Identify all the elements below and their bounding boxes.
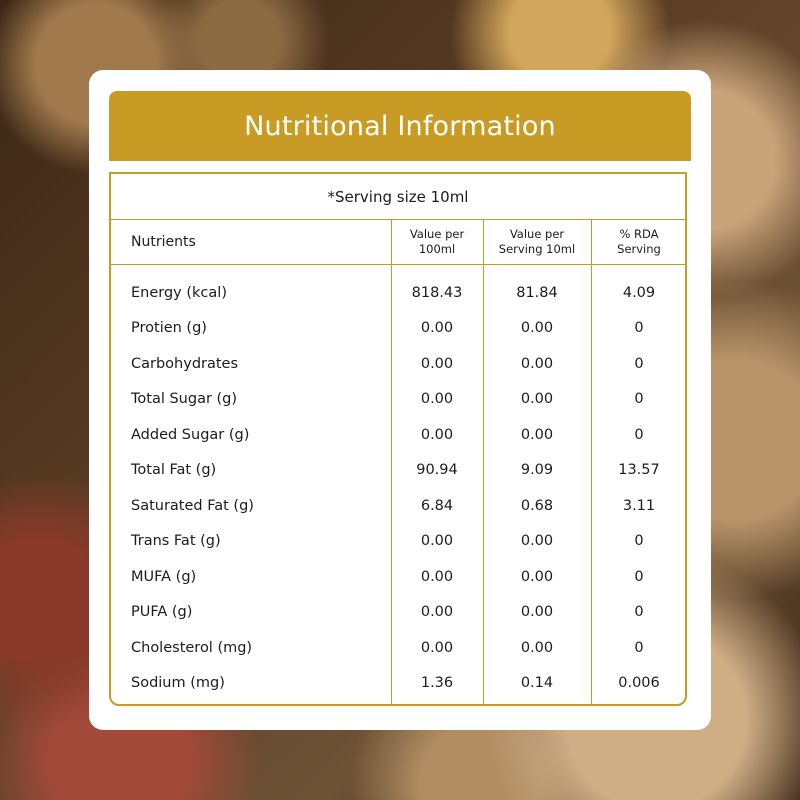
header-value-per-100ml: Value per 100ml [409, 227, 465, 256]
value-per-serving: 0.14 [520, 675, 554, 692]
rda-value: 0 [634, 391, 644, 408]
value-per-100ml: 6.84 [420, 497, 454, 514]
value-per-100ml: 90.94 [416, 462, 458, 479]
value-per-100ml: 0.00 [420, 320, 454, 337]
nutrient-name: Trans Fat (g) [131, 533, 221, 550]
value-per-serving: 0.00 [520, 426, 554, 443]
value-per-100ml: 0.00 [420, 639, 454, 656]
value-per-serving: 9.09 [520, 462, 554, 479]
table-row: Carbohydrates 0.00 0.00 0 [111, 346, 685, 382]
table-row: Protien (g) 0.00 0.00 0 [111, 311, 685, 347]
nutrition-card: Nutritional Information *Serving size 10… [89, 70, 711, 730]
rda-value: 0 [634, 426, 644, 443]
value-per-100ml: 0.00 [420, 604, 454, 621]
value-per-serving: 0.00 [520, 639, 554, 656]
value-per-serving: 0.00 [520, 604, 554, 621]
nutrient-name: Total Fat (g) [131, 462, 217, 479]
rda-value: 0.006 [618, 675, 660, 692]
table-row: MUFA (g) 0.00 0.00 0 [111, 559, 685, 595]
nutrient-name: Sodium (mg) [131, 675, 225, 692]
rda-value: 3.11 [622, 497, 656, 514]
nutrient-name: Energy (kcal) [131, 284, 227, 301]
table-row: PUFA (g) 0.00 0.00 0 [111, 595, 685, 631]
table-row: Cholesterol (mg) 0.00 0.00 0 [111, 630, 685, 666]
rda-value: 0 [634, 568, 644, 585]
table-header: Nutrients Value per 100ml Value per Serv… [111, 220, 685, 265]
table-row: Sodium (mg) 1.36 0.14 0.006 [111, 666, 685, 702]
value-per-100ml: 0.00 [420, 391, 454, 408]
value-per-serving: 0.00 [520, 355, 554, 372]
serving-size-note: *Serving size 10ml [111, 174, 685, 220]
column-divider [483, 220, 484, 705]
value-per-100ml: 0.00 [420, 355, 454, 372]
rda-value: 0 [634, 320, 644, 337]
table-row: Added Sugar (g) 0.00 0.00 0 [111, 417, 685, 453]
table-row: Energy (kcal) 818.43 81.84 4.09 [111, 275, 685, 311]
nutrition-table: *Serving size 10ml Nutrients Value per 1… [109, 172, 687, 706]
nutrient-name: MUFA (g) [131, 568, 197, 585]
nutrient-name: Protien (g) [131, 320, 207, 337]
value-per-100ml: 0.00 [420, 533, 454, 550]
rda-value: 0 [634, 355, 644, 372]
rda-value: 0 [634, 604, 644, 621]
value-per-100ml: 1.36 [420, 675, 454, 692]
value-per-100ml: 0.00 [420, 426, 454, 443]
nutrient-name: Saturated Fat (g) [131, 497, 254, 514]
rda-value: 0 [634, 639, 644, 656]
value-per-100ml: 818.43 [411, 284, 463, 301]
value-per-serving: 0.00 [520, 533, 554, 550]
header-rda: % RDA Serving [617, 227, 661, 256]
nutrient-name: Total Sugar (g) [131, 391, 238, 408]
nutrient-name: Added Sugar (g) [131, 426, 250, 443]
value-per-serving: 0.00 [520, 320, 554, 337]
value-per-100ml: 0.00 [420, 568, 454, 585]
rda-value: 4.09 [622, 284, 656, 301]
header-value-per-serving: Value per Serving 10ml [498, 227, 576, 256]
nutrient-name: PUFA (g) [131, 604, 193, 621]
column-divider [391, 220, 392, 705]
nutrient-name: Carbohydrates [131, 355, 239, 372]
table-row: Total Sugar (g) 0.00 0.00 0 [111, 382, 685, 418]
table-row: Saturated Fat (g) 6.84 0.68 3.11 [111, 488, 685, 524]
value-per-serving: 0.00 [520, 391, 554, 408]
value-per-serving: 0.68 [520, 497, 554, 514]
value-per-serving: 81.84 [516, 284, 558, 301]
table-row: Trans Fat (g) 0.00 0.00 0 [111, 524, 685, 560]
nutrient-name: Cholesterol (mg) [131, 639, 253, 656]
page-title: Nutritional Information [244, 110, 556, 142]
rda-value: 13.57 [618, 462, 660, 479]
value-per-serving: 0.00 [520, 568, 554, 585]
column-divider [591, 220, 592, 705]
table-row: Total Fat (g) 90.94 9.09 13.57 [111, 453, 685, 489]
header-nutrients: Nutrients [131, 234, 196, 250]
title-banner: Nutritional Information [109, 91, 691, 161]
rda-value: 0 [634, 533, 644, 550]
table-grid: Nutrients Value per 100ml Value per Serv… [111, 220, 685, 705]
